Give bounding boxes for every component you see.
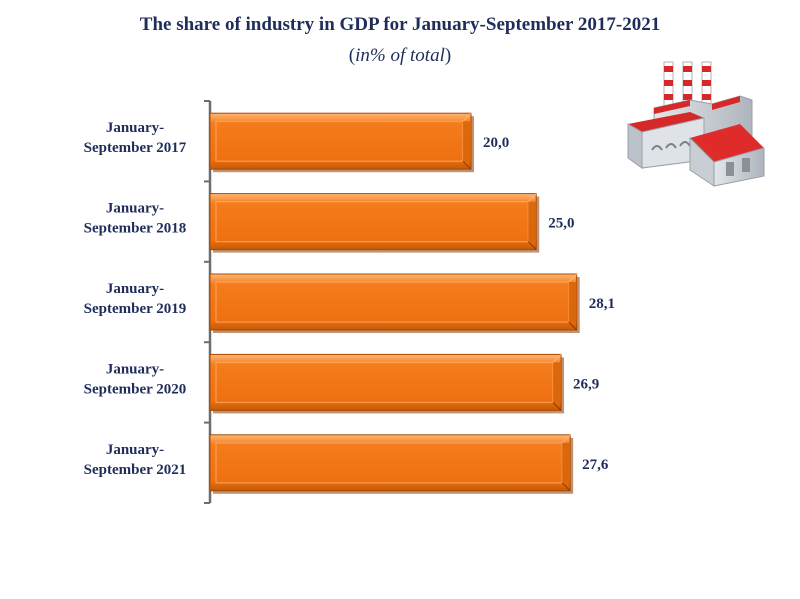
chart-title: The share of industry in GDP for January… <box>139 14 661 35</box>
bar-face <box>209 353 562 411</box>
bar-bevel-corner <box>568 321 578 331</box>
category-label: September 2019 <box>84 301 187 317</box>
bar-bevel-corner <box>552 402 562 411</box>
category-label: January- <box>106 361 164 377</box>
data-label: 20,0 <box>483 135 509 151</box>
bar <box>209 353 565 414</box>
category-label: January- <box>106 120 164 136</box>
bar <box>209 112 474 173</box>
chart-subtitle: (in% of total) <box>348 45 452 66</box>
bar <box>209 193 540 253</box>
category-label: September 2018 <box>84 221 187 237</box>
category-label: January- <box>106 281 164 297</box>
bar-end-face <box>553 362 562 403</box>
bar-bevel-corner <box>527 193 537 202</box>
bar-end-face <box>463 121 471 162</box>
bar-bevel-corner <box>552 354 562 363</box>
bar-bevel-corner <box>561 482 571 492</box>
data-label: 28,1 <box>589 296 615 312</box>
bar-bevel <box>215 281 570 323</box>
bar-face <box>209 193 537 251</box>
data-label: 26,9 <box>573 376 599 392</box>
category-label: September 2017 <box>84 140 187 156</box>
bar-end-face <box>568 282 577 322</box>
category-label: January- <box>106 201 164 217</box>
bar <box>209 273 580 333</box>
bar-bevel-corner <box>561 434 571 444</box>
bar-end-face <box>528 201 537 242</box>
category-label: September 2021 <box>84 462 187 478</box>
data-label: 25,0 <box>548 216 574 232</box>
bar-bevel-corner <box>527 241 537 250</box>
data-label: 27,6 <box>582 457 609 473</box>
bar-end-face <box>562 442 571 483</box>
bar-bevel-corner <box>462 112 472 122</box>
category-label: September 2020 <box>84 381 187 397</box>
bar <box>209 434 574 494</box>
category-label: January- <box>106 442 164 458</box>
bar-bevel-corner <box>462 160 472 170</box>
bar-bevel-corner <box>568 273 578 283</box>
factory-icon <box>627 61 765 187</box>
